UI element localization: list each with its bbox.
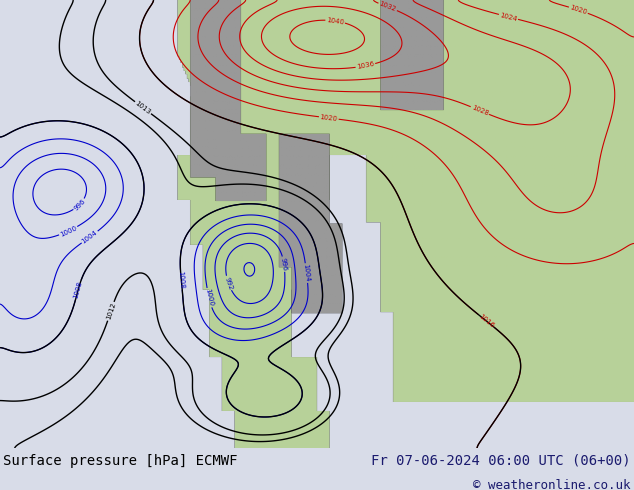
Text: 1036: 1036 xyxy=(356,61,375,71)
Text: 1040: 1040 xyxy=(326,17,344,25)
Text: 1000: 1000 xyxy=(204,288,214,307)
Text: 992: 992 xyxy=(223,276,233,291)
Text: 1000: 1000 xyxy=(59,224,78,238)
Text: 1028: 1028 xyxy=(470,104,489,117)
Text: 1020: 1020 xyxy=(320,114,338,122)
Text: 996: 996 xyxy=(72,198,86,212)
Text: Fr 07-06-2024 06:00 UTC (06+00): Fr 07-06-2024 06:00 UTC (06+00) xyxy=(371,454,631,468)
Text: 1012: 1012 xyxy=(105,302,117,320)
Text: 1013: 1013 xyxy=(134,100,152,116)
Text: 1016: 1016 xyxy=(477,313,495,329)
Text: 1020: 1020 xyxy=(569,4,588,16)
Text: 1008: 1008 xyxy=(178,270,185,289)
Text: Surface pressure [hPa] ECMWF: Surface pressure [hPa] ECMWF xyxy=(3,454,238,468)
Text: 1004: 1004 xyxy=(302,264,311,282)
Text: © weatheronline.co.uk: © weatheronline.co.uk xyxy=(474,479,631,490)
Text: 1024: 1024 xyxy=(499,12,518,22)
Text: 1032: 1032 xyxy=(378,0,397,13)
Text: 996: 996 xyxy=(280,257,288,271)
Text: 1004: 1004 xyxy=(81,229,99,245)
Text: 1008: 1008 xyxy=(73,280,84,299)
